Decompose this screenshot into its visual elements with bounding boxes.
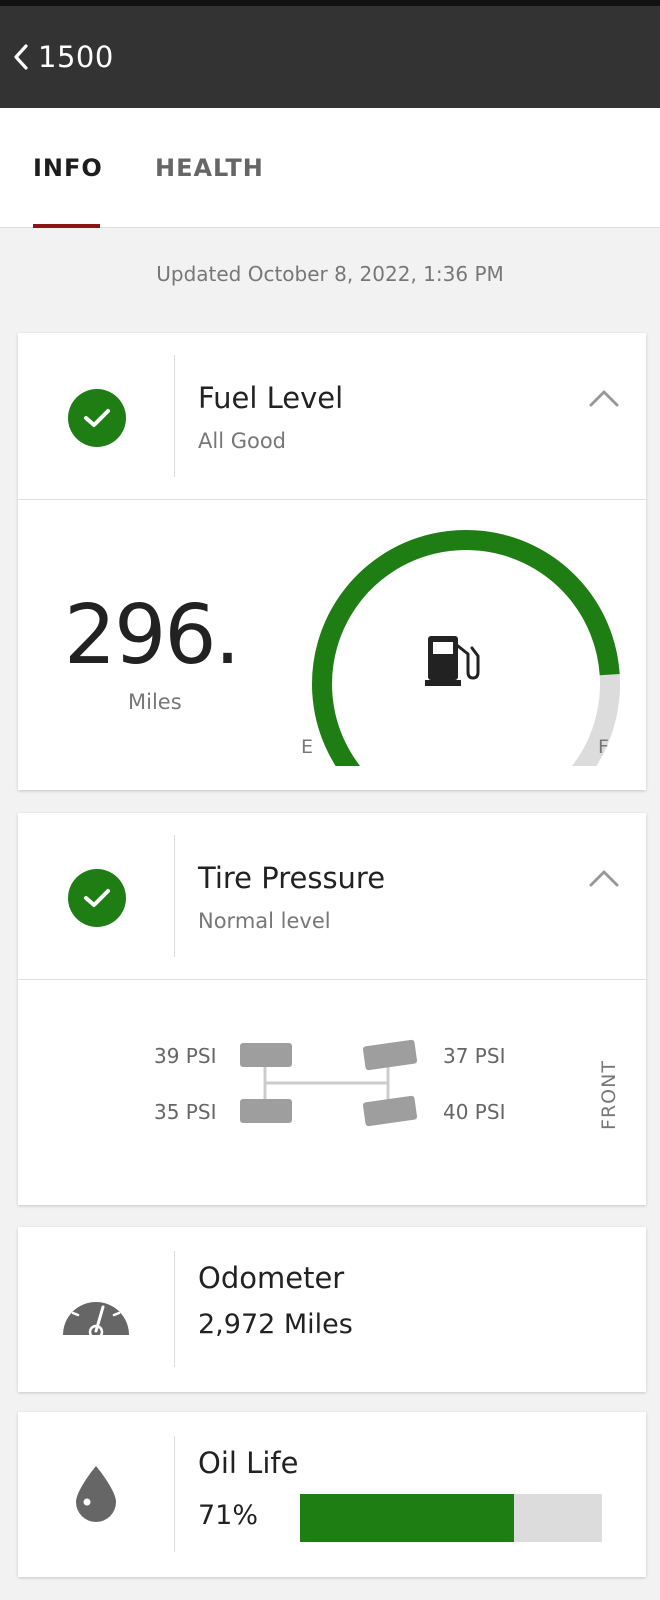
fuel-range-unit: Miles — [128, 690, 182, 714]
divider — [174, 1436, 175, 1552]
back-button[interactable]: 1500 — [10, 40, 114, 74]
vehicle-tire-diagram — [240, 1039, 418, 1127]
check-icon — [68, 869, 126, 927]
odometer-title: Odometer — [198, 1261, 345, 1295]
divider — [18, 979, 646, 980]
fuel-pump-icon — [425, 636, 480, 686]
oil-life-card: Oil Life 71% — [18, 1412, 646, 1577]
tire-body: 39 PSI 35 PSI 37 PSI 40 PSI FRONT — [18, 980, 646, 1205]
top-app-bar: 1500 — [0, 0, 660, 108]
tire-front-right-psi: 40 PSI — [443, 1100, 506, 1124]
fuel-gauge — [312, 529, 620, 766]
tire-front-left — [362, 1039, 418, 1071]
fuel-status: All Good — [198, 429, 287, 453]
tab-bar: INFO HEALTH — [0, 108, 660, 228]
tire-rear-left-psi: 39 PSI — [154, 1044, 217, 1068]
tire-front-left-psi: 37 PSI — [443, 1044, 506, 1068]
divider — [174, 835, 175, 957]
chevron-left-icon — [14, 44, 28, 70]
chevron-up-icon[interactable] — [588, 387, 620, 409]
oil-life-bar-fill — [300, 1494, 515, 1542]
tire-rear-right — [240, 1099, 292, 1123]
divider — [174, 1251, 175, 1367]
chevron-up-icon[interactable] — [588, 867, 620, 889]
tire-title: Tire Pressure — [198, 861, 386, 895]
tire-rear-right-psi: 35 PSI — [154, 1100, 217, 1124]
fuel-title: Fuel Level — [198, 381, 344, 415]
oil-life-value: 71% — [198, 1500, 259, 1531]
fuel-body: 296. Miles E F — [18, 500, 646, 790]
odometer-card: Odometer 2,972 Miles — [18, 1227, 646, 1392]
oil-drop-icon — [76, 1466, 116, 1522]
fuel-card-header[interactable]: Fuel Level All Good — [18, 333, 646, 499]
fuel-gauge-fill — [312, 529, 620, 766]
last-updated-text: Updated October 8, 2022, 1:36 PM — [156, 262, 504, 286]
tab-info[interactable]: INFO — [33, 154, 103, 182]
vehicle-title: 1500 — [38, 40, 114, 74]
speedometer-icon — [63, 1293, 129, 1337]
active-tab-indicator — [33, 224, 100, 228]
fuel-range-value: 296. — [64, 588, 241, 683]
check-icon — [68, 389, 126, 447]
oil-life-bar — [300, 1494, 602, 1542]
divider — [18, 499, 646, 500]
fuel-level-card: Fuel Level All Good 296. Miles E F — [18, 333, 646, 790]
tire-front-right — [362, 1095, 418, 1127]
gauge-empty-label: E — [301, 736, 314, 758]
odometer-value: 2,972 Miles — [198, 1309, 353, 1340]
tire-card-header[interactable]: Tire Pressure Normal level — [18, 813, 646, 979]
oil-life-title: Oil Life — [198, 1446, 299, 1480]
gauge-full-label: F — [598, 736, 609, 758]
tire-pressure-card: Tire Pressure Normal level 39 PSI 35 PSI… — [18, 813, 646, 1205]
tab-health[interactable]: HEALTH — [155, 154, 264, 182]
tire-rear-left — [240, 1043, 292, 1067]
tire-status: Normal level — [198, 909, 331, 933]
divider — [174, 355, 175, 477]
front-label: FRONT — [597, 1060, 620, 1130]
